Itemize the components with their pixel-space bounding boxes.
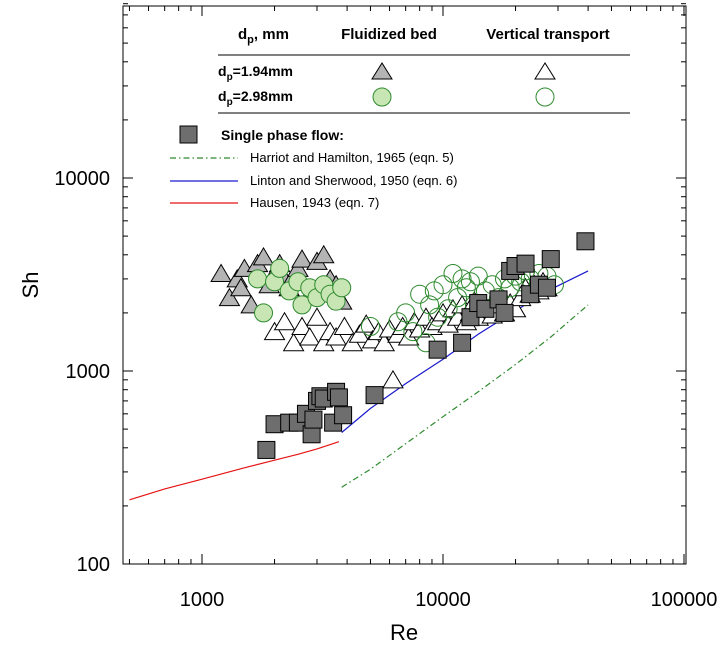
point-circle-transport — [452, 269, 472, 289]
point-circle-fluidized — [270, 258, 290, 278]
point-triangle-fluidized — [210, 263, 232, 283]
point-square — [516, 254, 535, 273]
point-circle-transport — [468, 266, 488, 286]
x-tick-label: 10000 — [415, 589, 471, 611]
point-circle-fluidized — [254, 303, 274, 323]
point-square — [334, 406, 353, 425]
point-circle-transport — [456, 278, 476, 298]
legend-row-1-label: dp=1.94mm — [218, 63, 293, 83]
point-triangle-fluidized — [312, 244, 335, 264]
point-circle-transport — [460, 272, 480, 292]
point-circle-transport — [396, 303, 416, 323]
plot-frame — [122, 5, 687, 565]
fit-line-0 — [341, 304, 589, 488]
y-axis-title: Sh — [18, 272, 43, 299]
y-tick-label: 100 — [77, 554, 110, 576]
axis-ticks — [123, 3, 686, 565]
point-triangle-transport — [282, 332, 305, 352]
point-square — [428, 340, 447, 359]
y-tick-label: 10000 — [54, 168, 110, 190]
legend-square-single-phase — [179, 125, 198, 144]
legend-header-fluidized: Fluidized bed — [341, 26, 437, 43]
point-circle-transport — [410, 284, 430, 304]
x-tick-label: 1000 — [180, 589, 225, 611]
point-square — [495, 303, 514, 322]
point-square — [257, 440, 276, 459]
legend-circle-fluidized — [372, 87, 392, 107]
legend-label-harriot: Harriot and Hamilton, 1965 (eqn. 5) — [250, 150, 454, 165]
point-triangle-transport — [298, 327, 321, 346]
legend-row-2-label: dp=2.98mm — [218, 88, 293, 108]
point-circle-fluidized — [248, 269, 268, 289]
point-triangle-fluidized — [218, 287, 241, 307]
legend-header-dp: dp, mm — [238, 26, 289, 46]
legend-single-phase-label: Single phase flow: — [221, 127, 344, 143]
point-circle-transport — [438, 299, 458, 319]
point-circle-fluidized — [332, 278, 352, 298]
point-circle-transport — [403, 322, 423, 342]
point-square — [329, 388, 348, 407]
legend: dp, mm Fluidized bed Vertical transport … — [170, 26, 630, 210]
fit-line-2 — [129, 441, 340, 501]
point-circle-transport — [360, 317, 380, 337]
legend-triangle-transport — [534, 62, 556, 80]
point-triangle-transport — [382, 369, 404, 389]
y-tick-label: 1000 — [66, 361, 111, 383]
point-square — [541, 250, 560, 269]
point-square — [453, 333, 472, 352]
point-triangle-fluidized — [291, 249, 313, 268]
point-triangle-fluidized — [230, 277, 252, 297]
legend-header-transport: Vertical transport — [486, 26, 609, 43]
point-triangle-transport — [263, 321, 286, 341]
point-square — [576, 232, 595, 251]
legend-triangle-fluidized — [371, 62, 393, 80]
point-circle-transport — [433, 275, 453, 295]
point-triangle-transport — [333, 316, 356, 336]
x-axis-title: Re — [390, 620, 418, 645]
point-triangle-transport — [325, 327, 347, 346]
point-circle-transport — [443, 264, 463, 284]
point-triangle-fluidized — [252, 246, 275, 266]
legend-label-linton: Linton and Sherwood, 1950 (eqn. 6) — [250, 173, 457, 188]
x-tick-label: 100000 — [651, 589, 718, 611]
data-markers — [210, 232, 595, 459]
point-triangle-transport — [273, 311, 296, 331]
point-triangle-transport — [291, 316, 313, 336]
legend-circle-transport — [535, 87, 555, 107]
point-square — [537, 278, 556, 297]
point-triangle-transport — [306, 307, 328, 326]
point-square — [365, 386, 384, 405]
legend-label-hausen: Hausen, 1943 (eqn. 7) — [250, 195, 379, 210]
point-square — [304, 410, 323, 429]
axis-tick-labels: 1000 10000 100000 100 1000 10000 — [54, 168, 717, 611]
